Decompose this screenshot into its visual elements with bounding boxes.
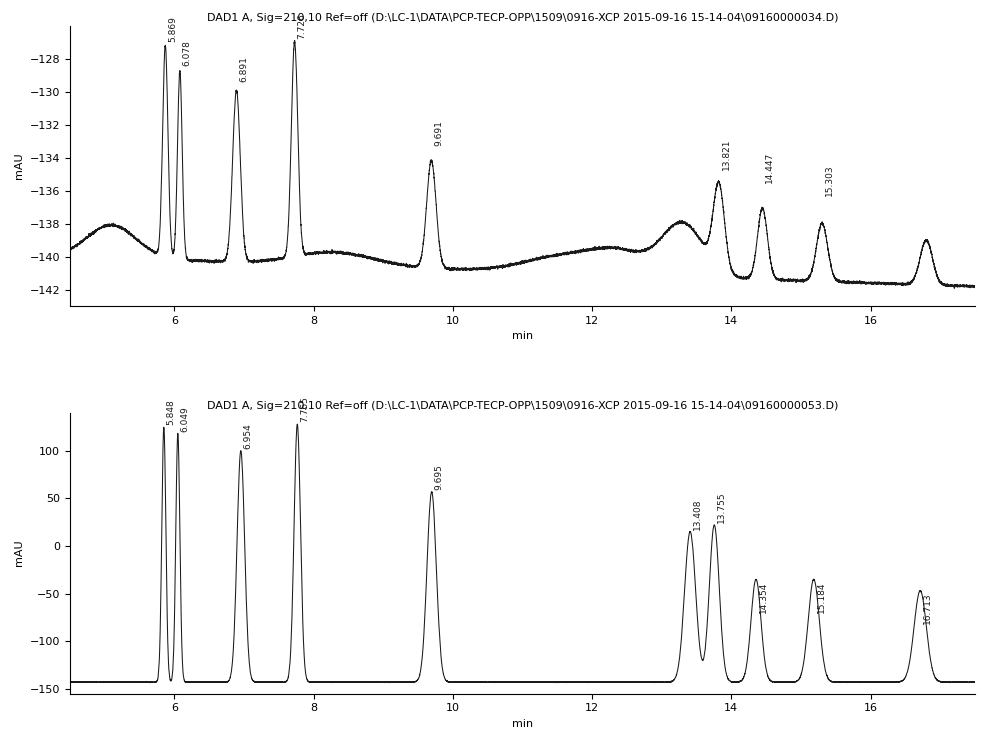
Text: 7.726: 7.726 [297, 13, 306, 39]
Title: DAD1 A, Sig=210,10 Ref=off (D:\LC-1\DATA\PCP-TECP-OPP\1509\0916-XCP 2015-09-16 1: DAD1 A, Sig=210,10 Ref=off (D:\LC-1\DATA… [207, 401, 838, 411]
Text: 14.447: 14.447 [765, 151, 774, 182]
X-axis label: min: min [512, 719, 533, 729]
Text: 6.078: 6.078 [183, 39, 192, 66]
Y-axis label: mAU: mAU [14, 540, 24, 566]
Text: 13.755: 13.755 [717, 491, 726, 523]
Text: 13.408: 13.408 [693, 499, 702, 530]
Text: 6.954: 6.954 [244, 423, 253, 449]
Text: 5.848: 5.848 [167, 399, 176, 425]
Text: 15.184: 15.184 [817, 581, 826, 612]
Text: 6.049: 6.049 [181, 406, 190, 432]
X-axis label: min: min [512, 331, 533, 342]
Text: 7.765: 7.765 [300, 396, 309, 423]
Text: 15.303: 15.303 [825, 164, 834, 196]
Text: 6.891: 6.891 [239, 56, 248, 82]
Text: 14.354: 14.354 [759, 581, 768, 612]
Text: 13.821: 13.821 [722, 138, 731, 169]
Y-axis label: mAU: mAU [14, 153, 24, 179]
Text: 5.869: 5.869 [168, 17, 177, 42]
Text: 9.691: 9.691 [434, 120, 443, 147]
Text: 16.713: 16.713 [923, 593, 932, 624]
Text: 9.695: 9.695 [434, 464, 443, 490]
Title: DAD1 A, Sig=210,10 Ref=off (D:\LC-1\DATA\PCP-TECP-OPP\1509\0916-XCP 2015-09-16 1: DAD1 A, Sig=210,10 Ref=off (D:\LC-1\DATA… [207, 13, 838, 23]
